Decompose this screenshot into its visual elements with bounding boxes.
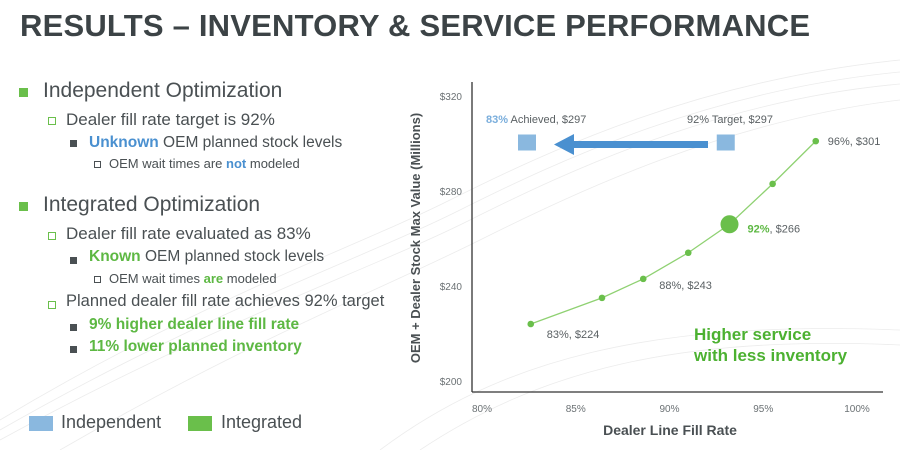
- are-highlight: are: [203, 271, 224, 286]
- data-label: 88%, $243: [659, 280, 712, 292]
- data-point: [684, 249, 692, 257]
- independent-target: Dealer fill rate target is 92%: [66, 110, 275, 129]
- callout-line-2: with less inventory: [693, 346, 848, 365]
- y-tick-label: $280: [440, 187, 463, 198]
- integrated-achieves-target: Planned dealer fill rate achieves 92% ta…: [66, 292, 385, 310]
- y-axis-title: OEM + Dealer Stock Max Value (Millions): [408, 113, 423, 363]
- independent-point: [518, 134, 536, 151]
- bullet-square-gray: [70, 346, 77, 353]
- callout-line-1: Higher service: [694, 325, 811, 344]
- x-tick-label: 90%: [659, 404, 679, 415]
- data-point: [527, 320, 535, 328]
- independent-point: [716, 134, 735, 151]
- data-point: [812, 137, 820, 145]
- legend-swatch-independent: [29, 416, 53, 431]
- y-tick-label: $200: [440, 377, 463, 388]
- bullet-square-gray: [70, 140, 77, 147]
- independent-stock-levels: Unknown OEM planned stock levels: [89, 134, 343, 151]
- x-axis-title: Dealer Line Fill Rate: [603, 422, 737, 438]
- y-tick-label: $320: [440, 92, 463, 103]
- x-tick-label: 80%: [472, 404, 492, 415]
- not-highlight: not: [226, 156, 247, 171]
- bullet-square-green: [19, 88, 28, 97]
- bullet-outline-green: [48, 301, 56, 309]
- higher-fill-rate: 9% higher dealer line fill rate: [89, 316, 300, 333]
- bullet-outline-gray: [94, 161, 101, 168]
- highlight-point: [720, 215, 739, 234]
- arrow-shaft: [570, 141, 708, 148]
- data-label: 92%, $266: [748, 223, 801, 235]
- bullet-outline-green: [48, 117, 56, 125]
- lower-inventory: 11% lower planned inventory: [89, 338, 302, 355]
- bullet-square-gray: [70, 324, 77, 331]
- integrated-wait-times: OEM wait times are modeled: [109, 271, 277, 286]
- integrated-stock-levels: Known OEM planned stock levels: [89, 248, 325, 265]
- data-label: 96%, $301: [828, 136, 881, 148]
- achieved-label: 83% Achieved, $297: [486, 114, 586, 126]
- x-tick-label: 95%: [753, 404, 773, 415]
- bullet-outline-green: [48, 232, 56, 240]
- integrated-evaluated: Dealer fill rate evaluated as 83%: [66, 224, 311, 243]
- page-title: RESULTS – INVENTORY & SERVICE PERFORMANC…: [20, 8, 811, 43]
- bullet-outline-gray: [94, 276, 101, 283]
- data-point: [769, 180, 776, 188]
- arrow: [554, 134, 708, 155]
- independent-heading: Independent Optimization: [43, 79, 283, 102]
- x-tick-label: 85%: [566, 404, 586, 415]
- independent-wait-times: OEM wait times are not modeled: [109, 156, 300, 171]
- legend-label-independent: Independent: [61, 412, 162, 432]
- data-point: [598, 294, 606, 302]
- integrated-heading: Integrated Optimization: [43, 193, 261, 216]
- y-tick-label: $240: [440, 282, 463, 293]
- unknown-highlight: Unknown: [89, 134, 159, 151]
- arrow-head: [554, 134, 574, 155]
- legend-swatch-integrated: [188, 416, 212, 431]
- legend-label-integrated: Integrated: [221, 412, 303, 432]
- target-label: 92% Target, $297: [687, 114, 773, 126]
- x-tick-label: 100%: [844, 404, 870, 415]
- bullet-square-green: [19, 202, 28, 211]
- bullet-square-gray: [70, 257, 77, 264]
- data-point: [639, 275, 647, 283]
- data-label: 83%, $224: [547, 329, 600, 341]
- known-highlight: Known: [89, 248, 141, 265]
